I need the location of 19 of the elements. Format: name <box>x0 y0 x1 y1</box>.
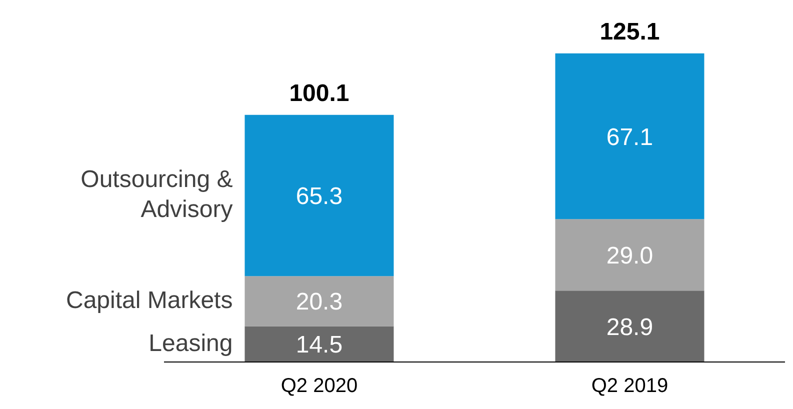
bar <box>555 53 704 220</box>
series-label: Outsourcing & Advisory <box>80 165 233 226</box>
bar <box>244 276 394 326</box>
bar <box>244 326 394 362</box>
data-label: 14.5 <box>296 332 343 359</box>
total-label: 100.1 <box>289 80 350 107</box>
bar <box>555 290 704 362</box>
series-label: Capital Markets <box>65 286 233 316</box>
x-tick-label: Q2 2020 <box>280 375 358 398</box>
data-label: 20.3 <box>296 288 343 316</box>
x-tick-label: Q2 2019 <box>591 375 668 398</box>
series-label: Leasing <box>148 329 233 360</box>
bar <box>555 219 704 291</box>
data-label: 29.0 <box>606 242 654 270</box>
total-label: 125.1 <box>600 18 660 46</box>
bar <box>244 114 394 276</box>
data-label: 67.1 <box>606 124 654 151</box>
data-label: 28.9 <box>606 314 654 341</box>
data-label: 65.3 <box>296 183 343 210</box>
